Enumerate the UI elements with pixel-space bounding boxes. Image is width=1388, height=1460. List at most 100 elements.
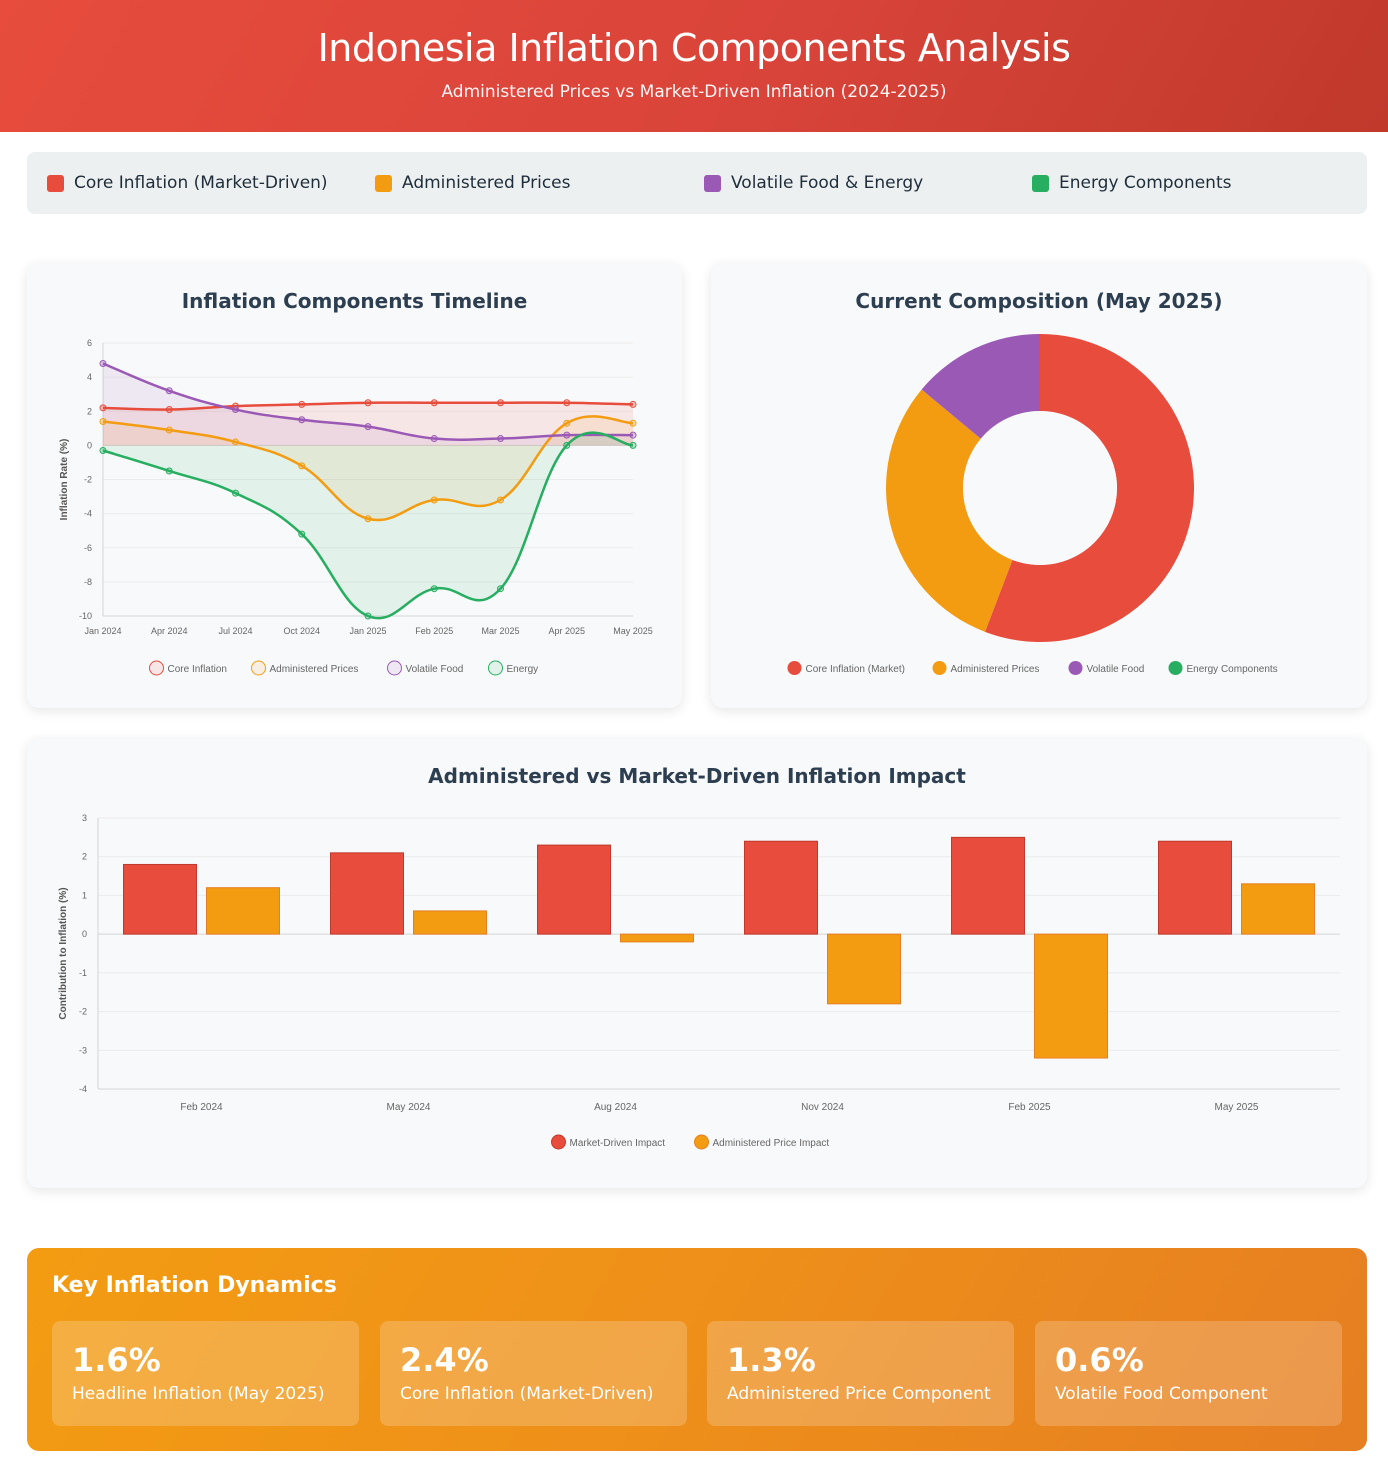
data-point <box>298 400 306 408</box>
legend-marker <box>1168 661 1183 675</box>
stat-value: 1.3% <box>727 1341 816 1379</box>
legend-label: Core Inflation (Market) <box>806 664 905 675</box>
timeline-chart: 6 4 2 0 -2 -4 -6 -8 -10 Jan 2024 Apr 2024 Jul 2024 O… <box>59 338 653 676</box>
data-point <box>165 467 173 475</box>
legend-marker <box>694 1134 709 1150</box>
y-tick-label: 0 <box>82 929 87 939</box>
legend-label: Administered Price Impact <box>713 1138 830 1149</box>
bar <box>744 840 818 935</box>
series-line <box>102 431 634 620</box>
data-point <box>364 423 372 431</box>
data-point <box>165 387 173 395</box>
data-point <box>497 585 504 593</box>
legend-label: Market-Driven Impact <box>570 1138 666 1149</box>
composition-chart: Core Inflation (Market) Administered Pric… <box>787 334 1278 675</box>
legend-marker <box>932 661 947 675</box>
legend-swatch-energy <box>1032 174 1049 192</box>
data-point <box>430 496 438 504</box>
data-point <box>232 406 239 414</box>
x-tick-label: Oct 2024 <box>283 626 320 636</box>
stat-value: 1.6% <box>72 1341 161 1379</box>
x-tick-label: May 2024 <box>387 1102 431 1113</box>
donut-hole <box>963 411 1117 565</box>
x-tick-label: Jan 2025 <box>349 626 386 636</box>
legend-label-volatile: Volatile Food & Energy <box>731 173 924 193</box>
legend-label: Energy Components <box>1187 664 1278 675</box>
pie-slice <box>984 334 1194 642</box>
x-tick-label: Jul 2024 <box>218 626 252 636</box>
data-point <box>430 435 438 443</box>
composition-card: Current Composition (May 2025) Core Infl… <box>711 263 1367 708</box>
data-point <box>364 515 372 523</box>
x-tick-label: Jan 2024 <box>84 626 121 636</box>
data-point <box>364 399 372 407</box>
legend-marker <box>251 660 266 676</box>
legend-swatch-core <box>47 174 64 192</box>
data-point <box>563 419 571 427</box>
legend-item-core: Core Inflation (Market-Driven) <box>47 173 328 193</box>
data-point <box>430 585 438 593</box>
bar <box>1241 883 1315 935</box>
data-point <box>629 400 637 408</box>
x-tick-label: Apr 2024 <box>151 626 188 636</box>
page-subtitle: Administered Prices vs Market-Driven Inf… <box>441 82 947 102</box>
data-point <box>232 489 239 497</box>
data-point <box>99 359 107 367</box>
page-header: Indonesia Inflation Components Analysis … <box>0 0 1388 132</box>
data-point <box>99 404 107 412</box>
y-tick-label: 6 <box>87 338 92 348</box>
y-axis-title: Inflation Rate (%) <box>59 439 70 521</box>
legend-swatch-administered <box>375 174 392 192</box>
bar <box>413 910 487 935</box>
y-tick-label: -4 <box>79 1084 87 1094</box>
impact-card: Administered vs Market-Driven Inflation … <box>27 738 1367 1188</box>
legend-item-energy: Energy Components <box>1032 173 1231 193</box>
stat-card-administered: 1.3% Administered Price Component <box>707 1321 1014 1426</box>
stat-label: Core Inflation (Market-Driven) <box>400 1384 654 1404</box>
data-point <box>364 612 372 620</box>
legend-label-energy: Energy Components <box>1059 173 1232 193</box>
color-legend: Core Inflation (Market-Driven) Administe… <box>27 152 1367 214</box>
legend-label: Administered Prices <box>270 664 359 675</box>
key-dynamics-title: Key Inflation Dynamics <box>52 1273 337 1298</box>
legend-swatch-volatile <box>704 174 721 192</box>
series-area <box>103 432 633 619</box>
legend-item-volatile: Volatile Food & Energy <box>704 173 923 193</box>
x-tick-label: Feb 2024 <box>180 1102 223 1113</box>
legend-item-administered: Administered Prices <box>375 173 570 193</box>
stat-label: Volatile Food Component <box>1055 1384 1268 1404</box>
legend-label-administered: Administered Prices <box>402 173 571 193</box>
legend-marker <box>787 661 802 675</box>
page-title: Indonesia Inflation Components Analysis <box>317 26 1071 70</box>
y-tick-label: -2 <box>79 1007 87 1017</box>
stat-label: Headline Inflation (May 2025) <box>72 1384 325 1404</box>
y-tick-label: 3 <box>82 813 87 823</box>
impact-chart: 3 2 1 0 -1 -2 -3 -4 Contribution to Inflation (%… <box>58 813 1340 1150</box>
impact-title: Administered vs Market-Driven Inflation … <box>428 764 966 788</box>
data-point <box>497 496 504 504</box>
y-tick-label: 2 <box>82 852 87 862</box>
x-tick-label: Aug 2024 <box>594 1102 637 1113</box>
data-point <box>430 399 438 407</box>
bar <box>330 852 404 935</box>
x-tick-label: Feb 2025 <box>415 626 453 636</box>
pie-slice <box>921 334 1040 439</box>
y-tick-label: -6 <box>84 543 92 553</box>
series-line <box>102 362 634 442</box>
y-tick-label: 1 <box>82 890 87 900</box>
data-point <box>99 417 107 425</box>
data-point <box>563 431 571 439</box>
legend-marker <box>488 660 503 676</box>
legend-label: Volatile Food <box>1087 664 1145 675</box>
legend-label: Energy <box>507 664 539 675</box>
stat-value: 0.6% <box>1055 1341 1144 1379</box>
y-tick-label: 0 <box>87 440 92 450</box>
y-tick-label: -3 <box>79 1045 87 1055</box>
series-line <box>102 415 634 522</box>
data-point <box>165 426 173 434</box>
bar <box>951 836 1025 935</box>
data-point <box>99 446 107 454</box>
legend-label: Core Inflation <box>168 664 227 675</box>
legend-marker <box>1068 661 1083 675</box>
y-axis-title: Contribution to Inflation (%) <box>58 887 69 1019</box>
